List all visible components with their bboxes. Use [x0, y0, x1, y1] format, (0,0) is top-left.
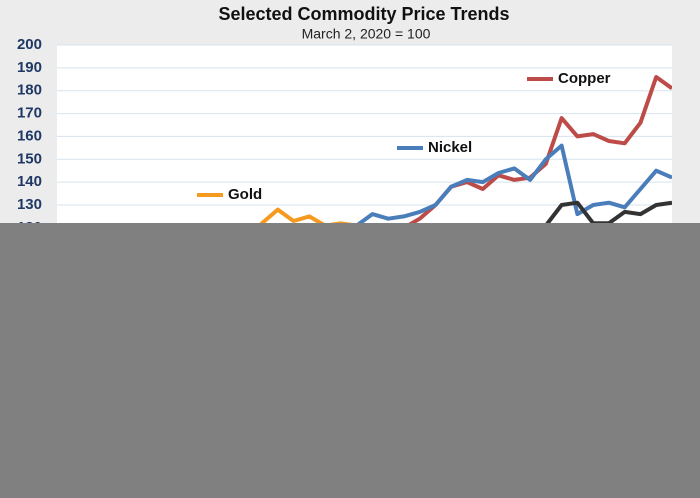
y-tick-label: 150: [17, 150, 42, 167]
y-tick-label: 160: [17, 127, 42, 144]
legend-label: Nickel: [428, 139, 472, 156]
legend-label: Copper: [558, 70, 611, 87]
y-tick-label: 180: [17, 82, 42, 99]
y-tick-label: 140: [17, 173, 42, 190]
y-tick-label: 200: [17, 36, 42, 53]
chart-subtitle: March 2, 2020 = 100: [302, 26, 431, 42]
y-tick-label: 130: [17, 196, 42, 213]
y-tick-label: 190: [17, 59, 42, 76]
occlusion: [0, 223, 700, 498]
chart-title: Selected Commodity Price Trends: [218, 4, 509, 24]
legend-label: Gold: [228, 186, 262, 203]
y-tick-label: 170: [17, 105, 42, 122]
